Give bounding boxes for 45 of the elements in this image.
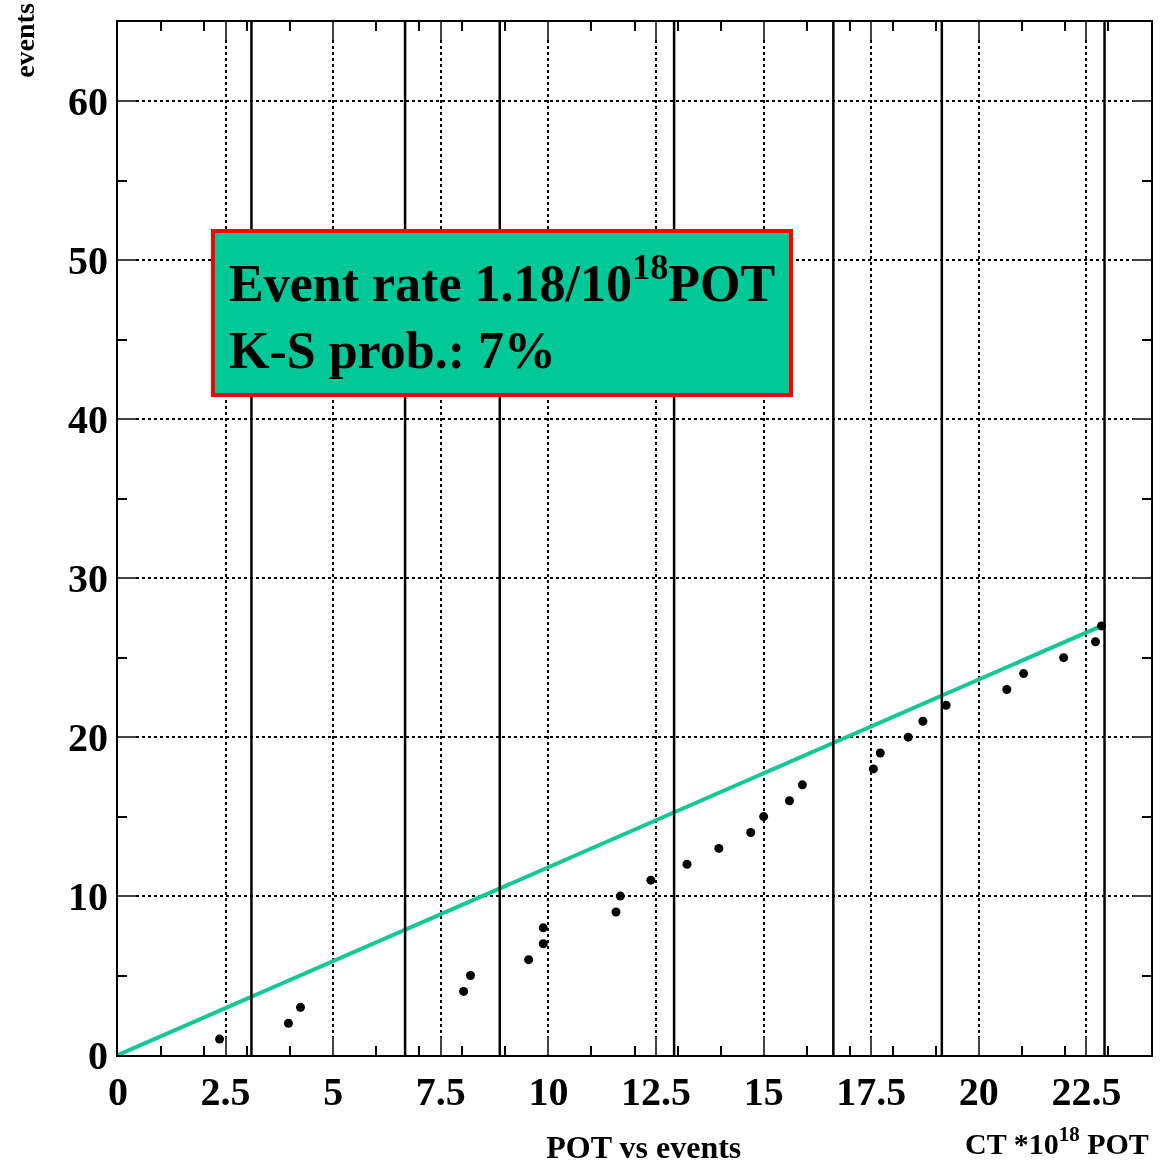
x-tick-label: 22.5 <box>1051 1069 1122 1114</box>
point <box>466 971 476 981</box>
point <box>682 859 692 869</box>
point <box>296 1002 305 1012</box>
point <box>538 939 548 949</box>
point <box>784 796 794 806</box>
x-tick-label: 5 <box>323 1069 344 1114</box>
x-tick-label: 20 <box>958 1069 999 1114</box>
x-tick-label: 15 <box>743 1069 784 1114</box>
point <box>1019 669 1029 679</box>
point <box>868 764 878 774</box>
y-tick-label: 50 <box>68 238 108 284</box>
point <box>875 748 885 758</box>
x-tick-label: 10 <box>528 1069 569 1114</box>
x-tick-label: 17.5 <box>836 1069 907 1114</box>
point <box>714 843 724 853</box>
point <box>524 955 534 965</box>
y-tick-label: 20 <box>68 715 108 761</box>
x-tick-label: 2.5 <box>200 1069 251 1114</box>
point <box>903 732 913 742</box>
y-tick-label: 0 <box>88 1033 108 1078</box>
text: Event rate 1.18/10$^{18}$POT K-S prob.: 7% <box>229 247 776 380</box>
point <box>918 716 928 726</box>
point <box>215 1034 225 1044</box>
point <box>283 1018 293 1028</box>
y-tick-label: 40 <box>68 397 108 443</box>
x-tick-label: 12.5 <box>621 1069 692 1114</box>
point <box>646 875 656 885</box>
y-tick-label: 30 <box>68 556 108 602</box>
y-tick-label: 10 <box>68 874 108 920</box>
point <box>1002 684 1012 694</box>
point <box>797 780 807 790</box>
text: POT vs events <box>546 1129 742 1166</box>
point <box>1090 637 1100 647</box>
y-axis-title: events <box>9 3 41 78</box>
x-tick-label: 7.5 <box>415 1069 466 1114</box>
point <box>538 923 548 933</box>
point <box>459 986 469 996</box>
point <box>759 812 769 822</box>
x-axis-title: CT *10$^{18}$ POT <box>965 1122 1149 1160</box>
point <box>1059 653 1069 663</box>
point <box>746 828 756 838</box>
point <box>615 891 625 901</box>
y-tick-label: 60 <box>68 79 108 125</box>
point <box>611 907 621 917</box>
